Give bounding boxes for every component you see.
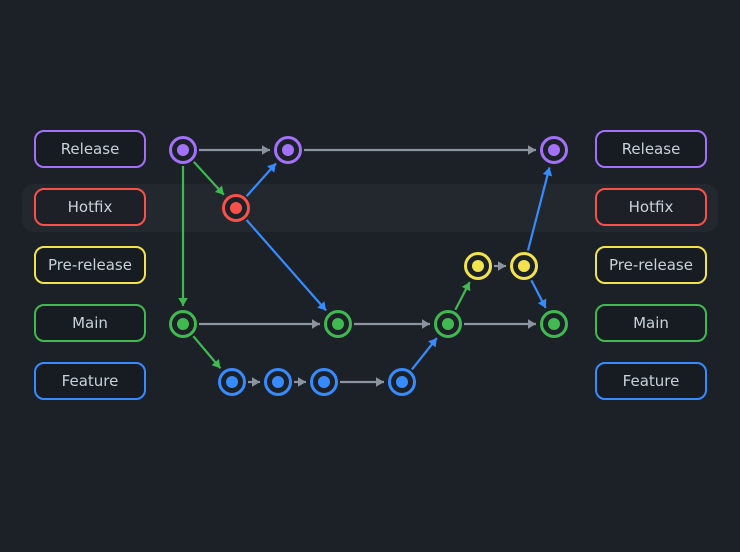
commit-main2 (434, 310, 462, 338)
commit-main3 (540, 310, 568, 338)
arrowhead-pre1-main3 (538, 299, 547, 308)
commit-feat0 (218, 368, 246, 396)
arrowhead-feat2-feat3 (376, 377, 384, 387)
arrowhead-pre0-pre1 (498, 261, 506, 271)
commit-feat3 (388, 368, 416, 396)
commit-rel2-core (548, 144, 560, 156)
commit-main2-core (442, 318, 454, 330)
commit-feat1-core (272, 376, 284, 388)
commit-feat3-core (396, 376, 408, 388)
commit-hot0-core (230, 202, 242, 214)
commit-pre1-core (518, 260, 530, 272)
left-label-prerelease: Pre-release (34, 246, 146, 284)
commit-pre1 (510, 252, 538, 280)
commit-feat0-core (226, 376, 238, 388)
arrowhead-rel0-main0 (178, 298, 188, 306)
commit-main0 (169, 310, 197, 338)
arrowhead-main0-main1 (312, 319, 320, 329)
arrowhead-hot0-main1 (317, 301, 326, 310)
right-label-prerelease: Pre-release (595, 246, 707, 284)
arrowhead-rel1-rel2 (528, 145, 536, 155)
right-label-release: Release (595, 130, 707, 168)
commit-main0-core (177, 318, 189, 330)
arrowhead-main1-main2 (422, 319, 430, 329)
left-label-hotfix: Hotfix (34, 188, 146, 226)
commit-main1 (324, 310, 352, 338)
right-label-feature: Feature (595, 362, 707, 400)
arrowhead-main0-feat0 (212, 359, 221, 368)
arrowhead-feat3-main2 (428, 338, 437, 347)
edge-main0-feat0 (193, 336, 220, 368)
left-label-main: Main (34, 304, 146, 342)
commit-feat1 (264, 368, 292, 396)
right-label-hotfix: Hotfix (595, 188, 707, 226)
arrowhead-feat1-feat2 (298, 377, 306, 387)
commit-rel0-core (177, 144, 189, 156)
commit-hot0 (222, 194, 250, 222)
commit-rel2 (540, 136, 568, 164)
commit-main1-core (332, 318, 344, 330)
commit-feat2-core (318, 376, 330, 388)
commit-feat2 (310, 368, 338, 396)
commit-rel1 (274, 136, 302, 164)
edge-hot0-main1 (247, 220, 327, 310)
edge-main2-pre0 (455, 282, 469, 310)
arrowhead-feat0-feat1 (252, 377, 260, 387)
right-label-main: Main (595, 304, 707, 342)
edge-pre1-main3 (531, 280, 545, 308)
commit-main3-core (548, 318, 560, 330)
arrowhead-main2-pre0 (462, 282, 471, 291)
arrowhead-main2-main3 (528, 319, 536, 329)
left-label-release: Release (34, 130, 146, 168)
edge-feat3-main2 (412, 338, 437, 369)
left-label-feature: Feature (34, 362, 146, 400)
gitflow-diagram: { "diagram": { "type": "network", "backg… (0, 0, 740, 552)
arrowhead-hot0-rel1 (267, 163, 276, 172)
arrowhead-rel0-rel1 (262, 145, 270, 155)
commit-rel0 (169, 136, 197, 164)
arrowhead-pre1-rel2 (543, 167, 552, 176)
commit-pre0-core (472, 260, 484, 272)
commit-rel1-core (282, 144, 294, 156)
commit-pre0 (464, 252, 492, 280)
